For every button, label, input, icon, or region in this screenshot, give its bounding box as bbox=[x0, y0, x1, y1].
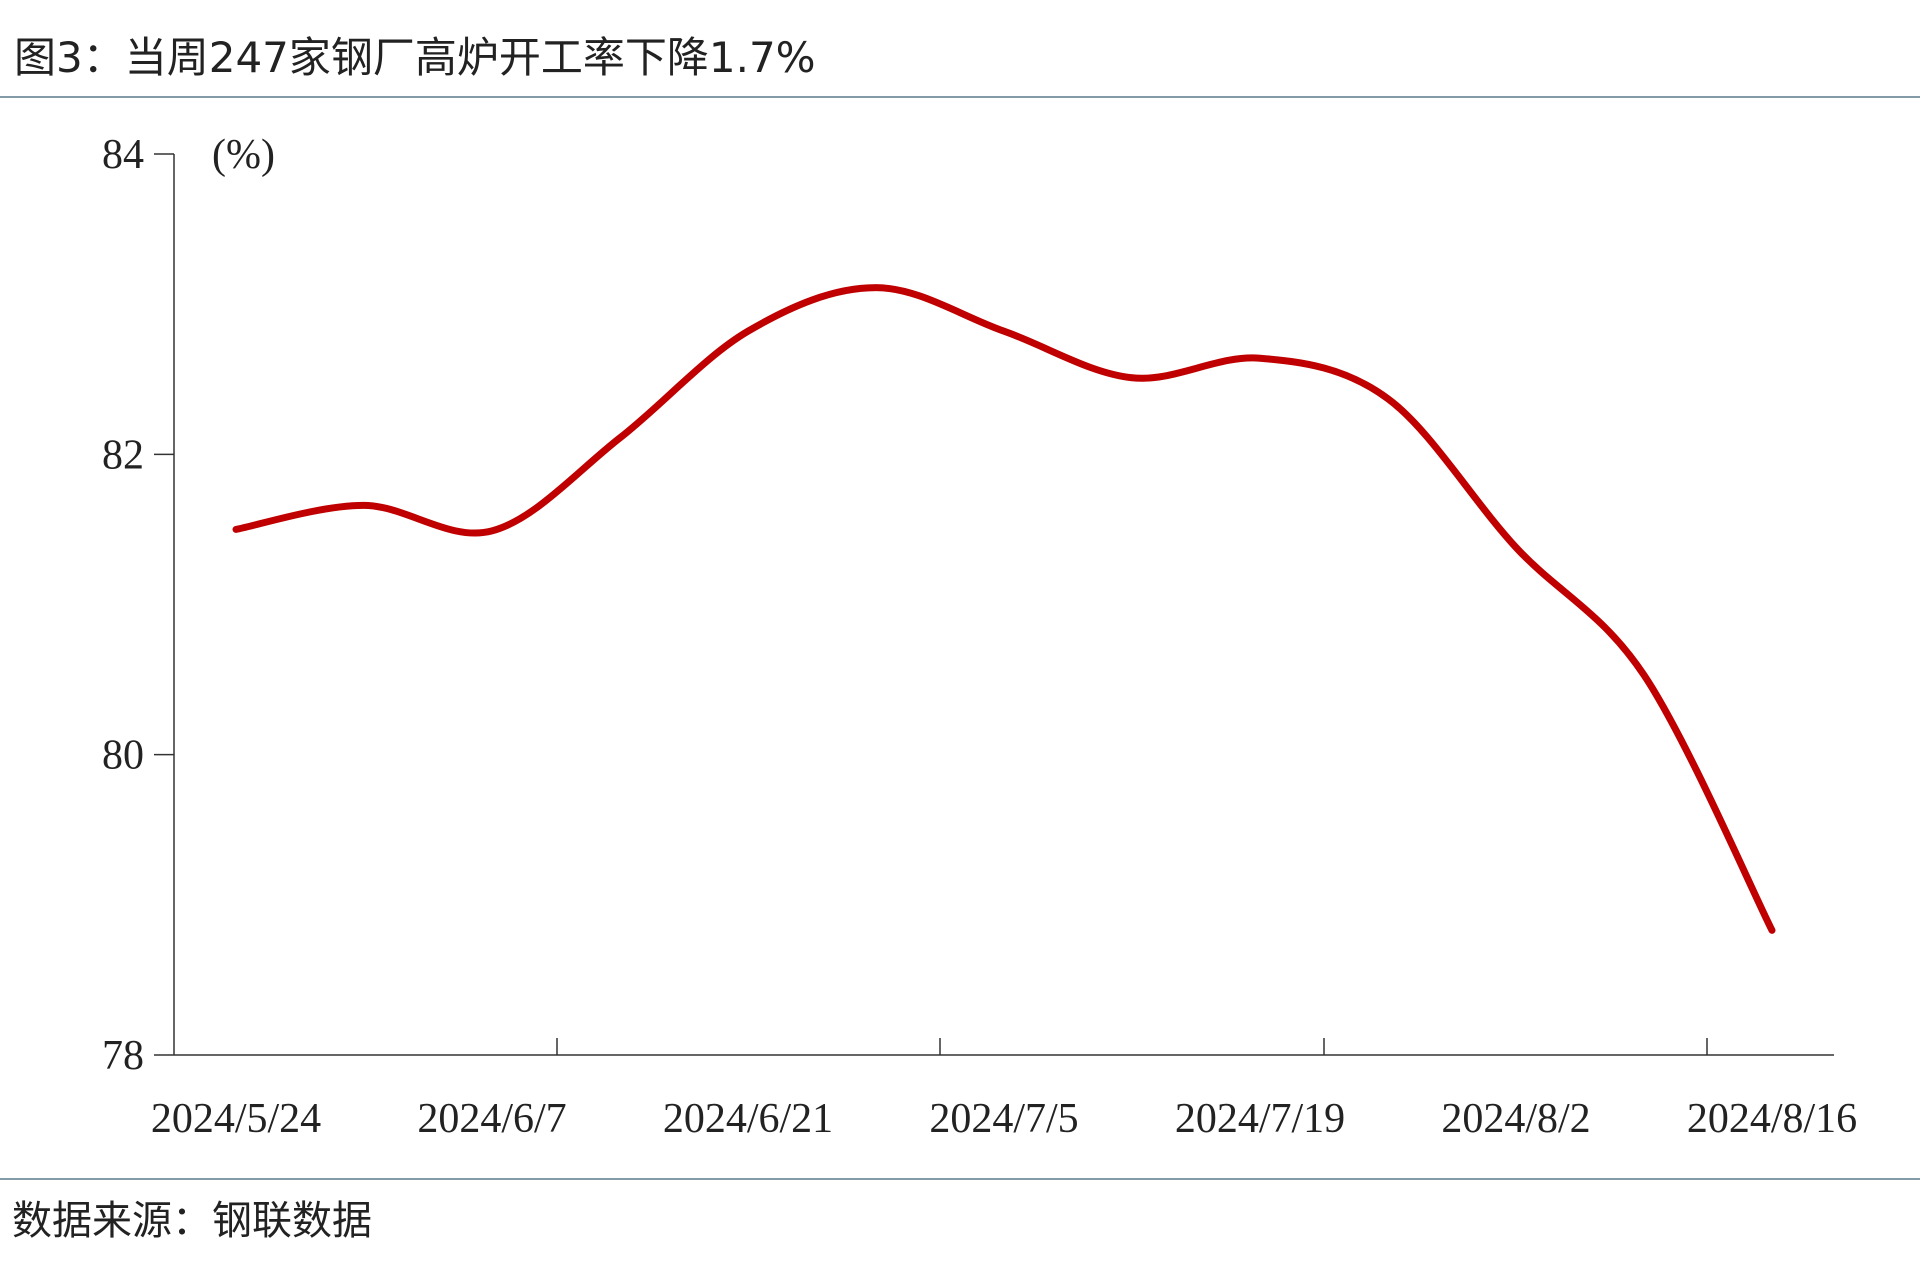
x-tick-label: 2024/5/24 bbox=[151, 1096, 321, 1142]
x-tick-label: 2024/6/7 bbox=[417, 1096, 566, 1142]
y-axis-label: (%) bbox=[212, 132, 275, 178]
y-tick-label: 78 bbox=[102, 1033, 144, 1079]
y-tick-label: 84 bbox=[102, 132, 144, 178]
source: 数据来源：钢联数据 bbox=[12, 1198, 372, 1244]
x-tick-marks bbox=[556, 1038, 1708, 1055]
x-tick-label: 2024/7/5 bbox=[929, 1096, 1078, 1142]
series-line bbox=[232, 284, 1776, 934]
x-tick-label: 2024/8/2 bbox=[1441, 1096, 1590, 1142]
y-tick-label: 82 bbox=[102, 432, 144, 478]
x-tick-label: 2024/7/19 bbox=[1175, 1096, 1345, 1142]
chart-title: 图3：当周247家钢厂高炉开工率下降1.7% bbox=[14, 33, 816, 82]
x-tick-label: 2024/8/16 bbox=[1687, 1096, 1857, 1142]
y-tick-label: 80 bbox=[102, 733, 144, 779]
x-tick-label: 2024/6/21 bbox=[663, 1096, 833, 1142]
